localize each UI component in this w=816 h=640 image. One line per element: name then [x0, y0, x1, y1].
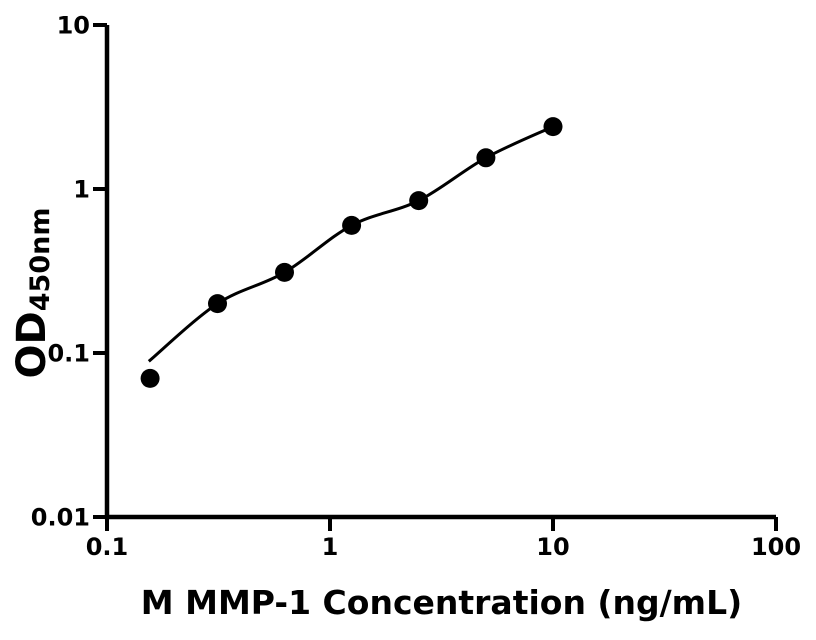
x-tick-label: 100: [751, 533, 801, 561]
x-tick-label: 10: [536, 533, 569, 561]
data-point: [476, 148, 496, 168]
y-tick-label: 0.01: [31, 504, 90, 532]
x-tick-label: 1: [322, 533, 339, 561]
y-tick-label: 0.1: [47, 340, 90, 368]
data-point: [140, 368, 160, 388]
y-axis-title-sub: 450nm: [25, 208, 56, 312]
x-axis-title: M MMP-1 Concentration (ng/mL): [141, 583, 742, 622]
y-tick-label: 1: [73, 176, 90, 204]
data-point: [275, 262, 294, 282]
y-tick-label: 10: [57, 12, 90, 40]
y-axis-title-main: OD: [9, 311, 55, 378]
x-tick-label: 0.1: [86, 533, 129, 561]
data-point: [208, 294, 227, 314]
data-point: [409, 191, 429, 211]
data-point: [543, 117, 563, 137]
y-axis-title: OD450nm: [9, 208, 56, 379]
data-point: [342, 215, 362, 235]
axes-frame: [104, 25, 776, 520]
